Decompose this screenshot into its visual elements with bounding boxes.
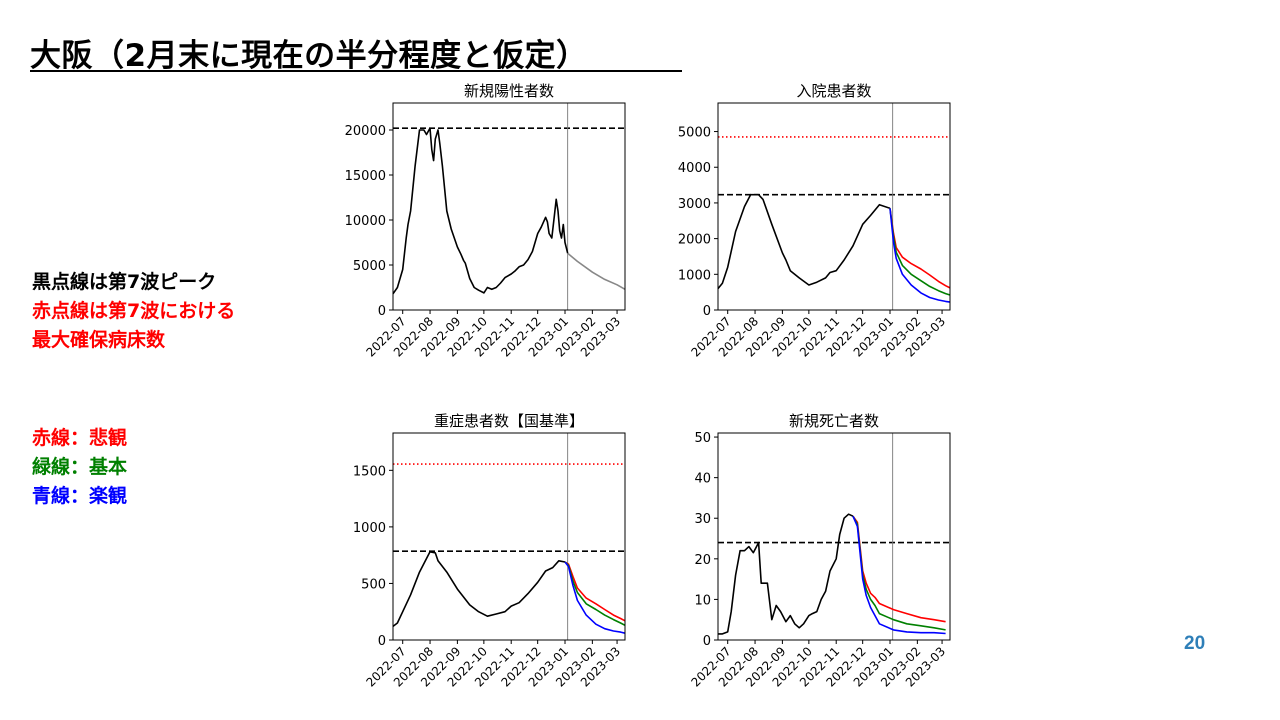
y-tick-label: 0 xyxy=(378,304,386,319)
series-line-1 xyxy=(567,252,626,290)
y-tick-label: 500 xyxy=(361,577,386,592)
legend-base: 緑線：基本 xyxy=(32,456,128,478)
y-tick-label: 5000 xyxy=(353,259,386,274)
legend-optimistic: 青線：楽観 xyxy=(32,485,128,507)
plot-frame xyxy=(392,432,626,641)
plot-area xyxy=(392,433,626,640)
y-tick-label: 0 xyxy=(703,304,711,319)
y-tick-label: 10 xyxy=(694,593,711,608)
y-tick-label: 2000 xyxy=(678,233,711,248)
plot-frame xyxy=(717,432,951,641)
y-tick-label: 50 xyxy=(694,431,711,446)
chart-hospitalized: 入院患者数0100020003000400050002022-072022-08… xyxy=(678,82,951,360)
y-tick-label: 4000 xyxy=(678,161,711,176)
series-line-2 xyxy=(852,515,946,631)
series-line-1 xyxy=(889,208,951,289)
y-tick-label: 20000 xyxy=(345,124,386,139)
series-line-0 xyxy=(392,127,569,295)
y-tick-label: 10000 xyxy=(345,214,386,229)
y-tick-label: 5000 xyxy=(678,126,711,141)
y-tick-label: 15000 xyxy=(345,169,386,184)
chart-severe: 重症患者数【国基準】0500100015002022-072022-082022… xyxy=(353,412,626,690)
y-tick-label: 30 xyxy=(694,512,711,527)
legend-scenarios: 赤線：悲観 緑線：基本 青線：楽観 xyxy=(32,424,127,511)
y-tick-label: 1000 xyxy=(678,268,711,283)
chart-title: 新規死亡者数 xyxy=(789,412,879,430)
y-tick-label: 0 xyxy=(703,634,711,649)
legend-note-red-dotted: 赤点線は第7波における xyxy=(32,300,236,322)
plot-area xyxy=(717,103,951,310)
y-tick-label: 40 xyxy=(694,472,711,487)
legend-pessimistic: 赤線：悲観 xyxy=(32,427,128,449)
series-line-3 xyxy=(852,515,946,635)
chart-title: 重症患者数【国基準】 xyxy=(434,412,584,430)
y-tick-label: 1000 xyxy=(353,521,386,536)
y-tick-label: 20 xyxy=(694,553,711,568)
chart-title: 新規陽性者数 xyxy=(464,82,554,100)
chart-deaths: 新規死亡者数010203040502022-072022-082022-0920… xyxy=(688,412,951,690)
y-tick-label: 3000 xyxy=(678,197,711,212)
series-line-0 xyxy=(717,193,891,290)
series-line-0 xyxy=(718,513,854,635)
y-tick-label: 1500 xyxy=(353,464,386,479)
plot-area xyxy=(392,103,626,310)
page-number: 20 xyxy=(1184,633,1206,654)
legend-note-black-dotted: 黒点線は第7波ピーク xyxy=(32,271,217,293)
legend-note-red-dotted-2: 最大確保病床数 xyxy=(32,329,166,351)
title-underline xyxy=(30,70,682,72)
slide-title: 大阪（2月末に現在の半分程度と仮定） xyxy=(30,38,588,74)
series-line-2 xyxy=(889,208,951,296)
series-line-1 xyxy=(852,515,946,623)
y-tick-label: 0 xyxy=(378,634,386,649)
plot-frame xyxy=(392,102,626,311)
plot-area xyxy=(718,433,950,640)
series-line-3 xyxy=(889,208,951,303)
plot-frame xyxy=(717,102,951,311)
chart-new-cases: 新規陽性者数050001000015000200002022-072022-08… xyxy=(345,82,626,360)
legend-notes: 黒点線は第7波ピーク 赤点線は第7波における 最大確保病床数 xyxy=(32,268,235,355)
series-line-0 xyxy=(392,551,566,628)
chart-title: 入院患者数 xyxy=(796,82,871,100)
series-line-3 xyxy=(564,561,626,634)
